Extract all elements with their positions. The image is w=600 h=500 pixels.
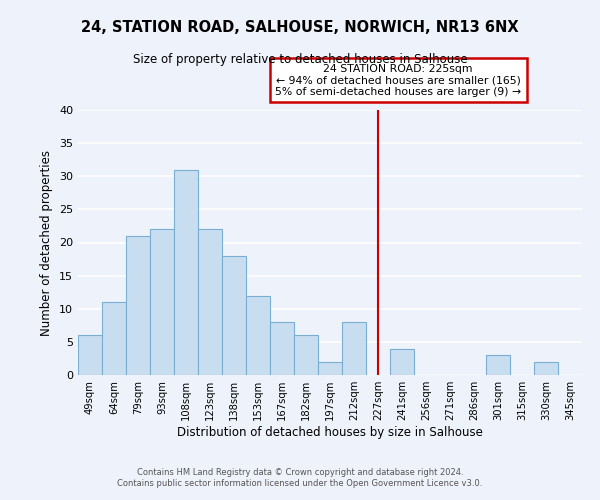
- Bar: [174, 170, 198, 375]
- Bar: [246, 296, 270, 375]
- Bar: [294, 335, 318, 375]
- Bar: [198, 229, 222, 375]
- Text: 24, STATION ROAD, SALHOUSE, NORWICH, NR13 6NX: 24, STATION ROAD, SALHOUSE, NORWICH, NR1…: [81, 20, 519, 35]
- Bar: [486, 355, 510, 375]
- Y-axis label: Number of detached properties: Number of detached properties: [40, 150, 53, 336]
- Text: Size of property relative to detached houses in Salhouse: Size of property relative to detached ho…: [133, 52, 467, 66]
- Bar: [150, 229, 174, 375]
- Bar: [342, 322, 366, 375]
- Bar: [318, 362, 342, 375]
- Bar: [222, 256, 246, 375]
- Bar: [102, 302, 126, 375]
- Bar: [78, 335, 102, 375]
- Bar: [534, 362, 558, 375]
- Text: 24 STATION ROAD: 225sqm
← 94% of detached houses are smaller (165)
5% of semi-de: 24 STATION ROAD: 225sqm ← 94% of detache…: [275, 64, 521, 97]
- Bar: [390, 348, 414, 375]
- Bar: [270, 322, 294, 375]
- Text: Contains HM Land Registry data © Crown copyright and database right 2024.
Contai: Contains HM Land Registry data © Crown c…: [118, 468, 482, 487]
- X-axis label: Distribution of detached houses by size in Salhouse: Distribution of detached houses by size …: [177, 426, 483, 439]
- Bar: [126, 236, 150, 375]
